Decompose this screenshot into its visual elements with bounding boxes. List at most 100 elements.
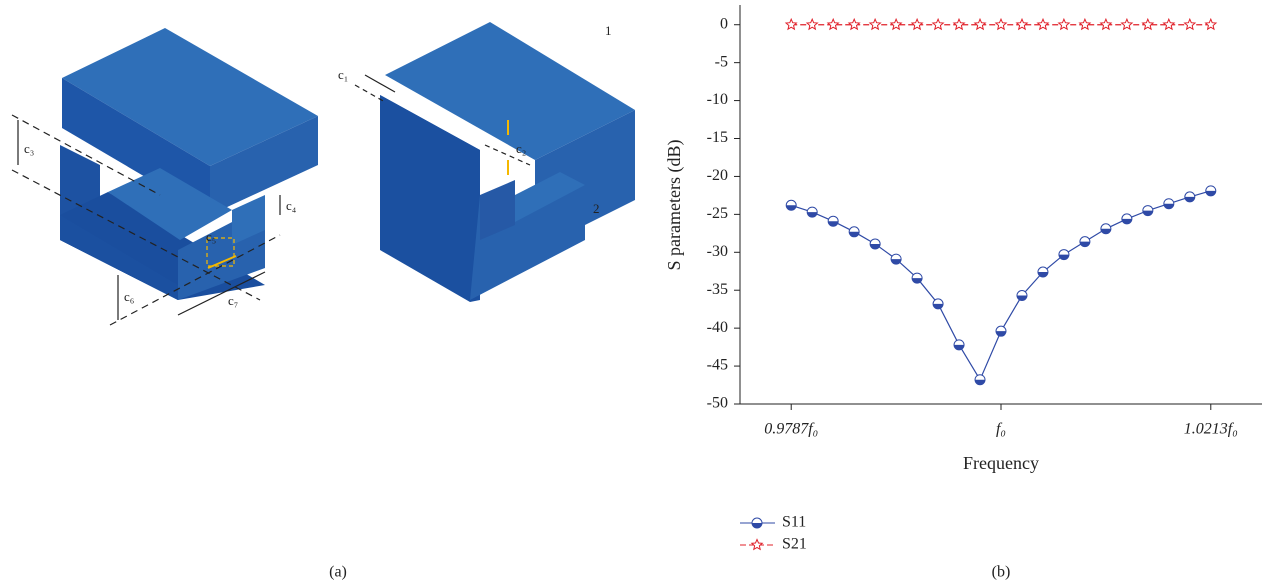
data-point [1206, 186, 1216, 196]
star-marker [975, 19, 986, 29]
data-point [1122, 214, 1132, 224]
y-tick-label: 0 [720, 15, 728, 32]
legend-label: S11 [782, 514, 806, 531]
data-point [870, 19, 881, 29]
data-point [933, 299, 943, 309]
star-marker [1059, 19, 1070, 29]
circle-fill [954, 345, 964, 350]
data-point [1059, 250, 1069, 260]
y-tick-label: -35 [707, 281, 728, 298]
star-marker [1080, 19, 1090, 29]
circle-fill [891, 259, 901, 264]
y-tick-label: -25 [707, 205, 728, 222]
circle-fill [975, 380, 985, 385]
data-point [1059, 19, 1070, 29]
data-point [1122, 19, 1133, 29]
star-marker [807, 19, 817, 29]
data-point [912, 273, 922, 283]
circle-fill [996, 331, 1006, 336]
figure: c₃ c₄ c₅ c₆ c₇ c₁ c₂ 1 2 (a) (b) Frequen… [0, 0, 1268, 584]
star-marker [1185, 19, 1195, 29]
y-tick-label: -15 [707, 129, 728, 146]
y-tick-label: -20 [707, 167, 728, 184]
data-point [849, 227, 859, 237]
resonator-left [60, 28, 318, 300]
series-line [791, 191, 1211, 380]
data-point [1164, 19, 1175, 29]
x-tick-label: 1.0213f₀ [1184, 421, 1238, 438]
data-point [1185, 19, 1195, 29]
circle-fill [807, 212, 817, 217]
data-point [1143, 206, 1153, 216]
y-tick-label: -5 [715, 53, 728, 70]
data-point [807, 207, 817, 217]
circle-fill [849, 232, 859, 237]
dim-label: c₂ [516, 141, 526, 156]
panel-label: (a) [329, 564, 347, 581]
star-marker [912, 19, 922, 29]
star-marker [1038, 19, 1049, 29]
data-point [891, 254, 901, 264]
star-marker [996, 19, 1006, 29]
x-tick-label: f₀ [996, 421, 1006, 438]
dim-label: c₇ [228, 293, 238, 308]
data-point [1038, 19, 1049, 29]
star-marker [1122, 19, 1133, 29]
circle-fill [828, 221, 838, 226]
data-point [912, 19, 922, 29]
page: c₃ c₄ c₅ c₆ c₇ c₁ c₂ 1 2 (a) (b) Frequen… [0, 0, 1268, 584]
circle-fill [1017, 296, 1027, 301]
circle-fill [933, 304, 943, 309]
star-marker [954, 19, 965, 29]
data-point [933, 19, 944, 29]
data-point [1101, 19, 1111, 29]
data-point [954, 340, 964, 350]
data-point [849, 19, 860, 29]
star-marker [1206, 19, 1216, 29]
star-marker [933, 19, 944, 29]
y-tick-label: -10 [707, 91, 728, 108]
star-marker [1143, 19, 1154, 29]
circle-fill [1122, 219, 1132, 224]
y-tick-label: -50 [707, 395, 728, 412]
data-point [1206, 19, 1216, 29]
circle-fill [1206, 191, 1216, 196]
data-point [786, 19, 796, 29]
star-marker [1101, 19, 1111, 29]
star-marker [870, 19, 881, 29]
data-point [1164, 199, 1174, 209]
data-point [1143, 19, 1154, 29]
circle-fill [1101, 229, 1111, 234]
y-axis-label: S parameters (dB) [664, 140, 685, 271]
dim-label: c₁ [338, 67, 348, 82]
data-point [996, 19, 1006, 29]
y-tick-label: -45 [707, 357, 728, 374]
data-point [828, 216, 838, 226]
y-tick-label: -30 [707, 243, 728, 260]
data-point [1080, 19, 1090, 29]
panel-label: (b) [992, 564, 1011, 581]
port-label: 1 [605, 23, 612, 38]
data-point [954, 19, 965, 29]
star-marker [828, 19, 839, 29]
data-point [891, 19, 901, 29]
circle-fill [786, 205, 796, 210]
legend-marker [752, 518, 762, 528]
star-marker [849, 19, 860, 29]
data-point [1080, 237, 1090, 247]
star-marker [786, 19, 796, 29]
circle-fill [752, 523, 762, 528]
circle-fill [870, 244, 880, 249]
dim-label: c₆ [124, 289, 134, 304]
circle-fill [1143, 211, 1153, 216]
x-axis-label: Frequency [963, 453, 1039, 473]
data-point [807, 19, 817, 29]
legend-label: S21 [782, 536, 807, 553]
legend-item: S21 [740, 536, 807, 553]
star-marker [752, 540, 762, 550]
data-point [1017, 291, 1027, 301]
dim-label: c₄ [286, 198, 297, 213]
dim-label: c₃ [24, 141, 34, 156]
data-point [975, 375, 985, 385]
data-point [870, 239, 880, 249]
